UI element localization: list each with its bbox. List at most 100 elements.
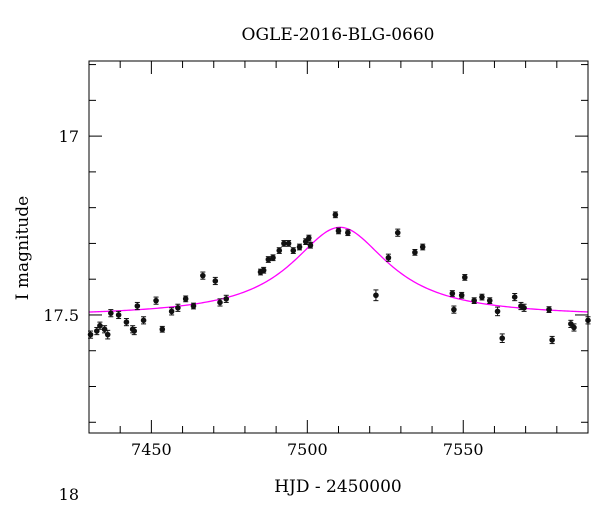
data-point [332, 211, 339, 219]
data-marker [451, 306, 457, 313]
data-point [159, 325, 166, 333]
data-point [373, 289, 379, 302]
data-point [345, 229, 351, 237]
data-marker [511, 294, 518, 300]
data-marker [373, 292, 379, 299]
data-marker [134, 303, 141, 309]
data-marker [182, 296, 189, 302]
data-point [385, 253, 392, 262]
data-point [190, 302, 197, 310]
data-point [412, 249, 418, 256]
data-marker [190, 303, 197, 309]
data-point [276, 247, 283, 254]
data-point [285, 240, 292, 247]
data-marker [281, 240, 287, 247]
data-point [281, 240, 287, 247]
x-tick-label: 7450 [131, 440, 172, 459]
data-point [108, 309, 114, 318]
data-point [419, 243, 426, 251]
data-point [521, 303, 527, 312]
data-point [451, 305, 457, 314]
chart-title: OGLE-2016-BLG-0660 [242, 25, 435, 45]
data-point [123, 318, 130, 327]
y-tick-label: 17.5 [43, 306, 79, 325]
data-marker [306, 235, 312, 241]
data-marker [335, 228, 342, 234]
data-point [175, 303, 181, 312]
model-curve-layer [88, 226, 589, 313]
data-point [511, 293, 518, 302]
data-point [217, 298, 223, 307]
data-marker [153, 297, 159, 304]
data-point [394, 228, 401, 237]
data-point [296, 243, 303, 251]
data-points-layer [87, 211, 591, 345]
data-point [479, 293, 485, 301]
data-marker [546, 306, 552, 313]
data-marker [290, 247, 297, 254]
data-marker [159, 326, 166, 333]
data-marker [412, 249, 418, 256]
data-marker [217, 299, 223, 306]
model-curve [88, 226, 589, 313]
data-marker [285, 240, 292, 247]
data-marker [104, 331, 111, 338]
data-point [93, 326, 100, 336]
data-point [486, 297, 493, 305]
data-point [499, 333, 506, 344]
axis-ticks-layer: 7450 7500 7550 17 17.5 18 [43, 61, 589, 504]
data-marker [549, 337, 555, 343]
data-marker [486, 297, 493, 304]
data-marker [332, 212, 339, 218]
data-marker [212, 278, 219, 284]
data-point [290, 247, 297, 254]
data-point [449, 290, 456, 297]
data-point [168, 307, 175, 316]
data-marker [385, 254, 392, 261]
x-axis-label: HJD - 2450000 [274, 477, 402, 497]
data-marker [140, 317, 147, 324]
data-point [462, 274, 468, 281]
data-marker [494, 308, 501, 315]
data-marker [521, 305, 527, 311]
data-marker [571, 324, 577, 331]
data-marker [115, 312, 122, 318]
data-marker [345, 229, 351, 236]
data-point [200, 271, 206, 280]
data-marker [223, 296, 230, 302]
data-point [131, 326, 138, 336]
y-axis-label: I magnitude [13, 196, 33, 300]
data-point [134, 301, 141, 311]
data-point [494, 306, 501, 317]
data-marker [131, 328, 138, 334]
data-marker [307, 242, 314, 249]
data-point [97, 321, 103, 330]
data-point [140, 316, 147, 325]
data-point [307, 241, 314, 249]
data-point [182, 295, 189, 303]
data-point [212, 276, 219, 286]
data-marker [260, 267, 267, 274]
data-marker [123, 319, 130, 325]
data-point [223, 294, 230, 303]
data-marker [175, 305, 181, 311]
x-tick-label: 7550 [443, 440, 484, 459]
data-point [115, 310, 122, 320]
data-point [549, 335, 555, 345]
data-point [270, 254, 276, 262]
data-marker [471, 297, 477, 304]
data-point [458, 291, 465, 299]
data-marker [168, 308, 175, 315]
data-point [471, 297, 477, 305]
data-marker [276, 247, 283, 254]
data-marker [108, 310, 114, 316]
data-marker [97, 322, 103, 329]
data-point [153, 296, 159, 305]
data-marker [479, 294, 485, 300]
data-marker [200, 272, 206, 279]
data-point [546, 306, 552, 313]
data-marker [394, 229, 401, 236]
data-marker [419, 244, 426, 250]
data-marker [458, 292, 465, 299]
